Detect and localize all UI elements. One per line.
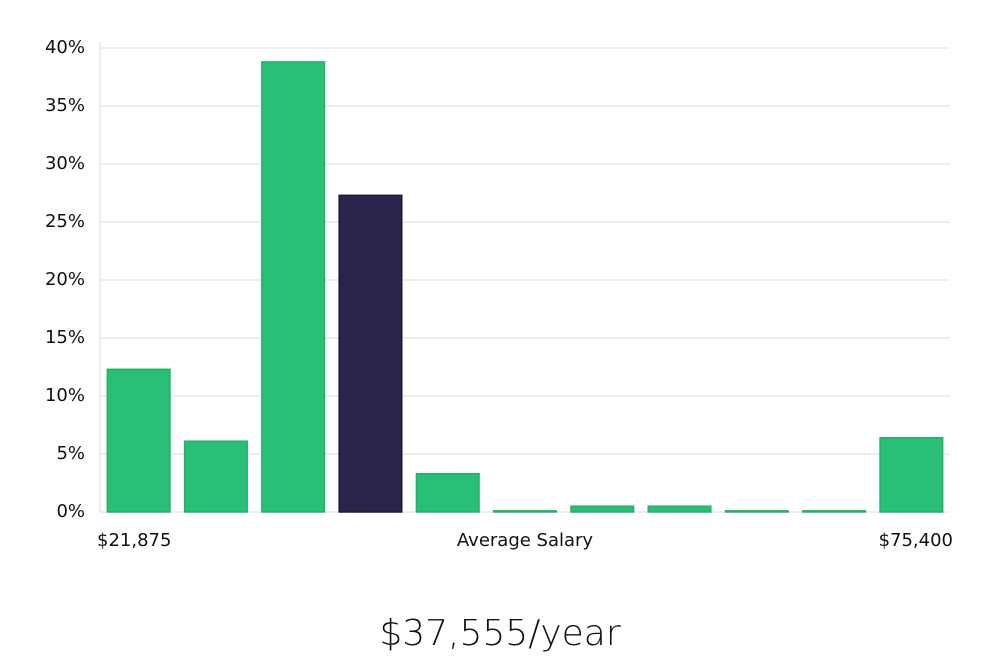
- x-start-label: $21,875: [97, 530, 171, 551]
- bar: [802, 510, 867, 513]
- y-tick-label: 20%: [45, 269, 85, 290]
- bar: [338, 194, 403, 513]
- bar: [879, 437, 944, 513]
- y-tick-label: 35%: [45, 95, 85, 116]
- bar: [724, 510, 789, 513]
- x-end-label: $75,400: [879, 530, 953, 551]
- y-tick-label: 10%: [45, 385, 85, 406]
- x-axis-label: Average Salary: [457, 530, 594, 551]
- y-tick-label: 0%: [56, 501, 85, 522]
- average-salary: $37,555/year: [379, 613, 621, 654]
- y-tick-label: 25%: [45, 211, 85, 232]
- y-tick-label: 5%: [56, 443, 85, 464]
- y-tick-label: 30%: [45, 153, 85, 174]
- y-tick-label: 15%: [45, 327, 85, 348]
- bar: [183, 440, 248, 513]
- bar: [106, 368, 171, 513]
- bar: [647, 505, 712, 513]
- bar: [261, 61, 326, 513]
- bar: [492, 510, 558, 513]
- y-tick-label: 40%: [45, 37, 85, 58]
- bar: [570, 505, 635, 513]
- bar: [415, 472, 480, 513]
